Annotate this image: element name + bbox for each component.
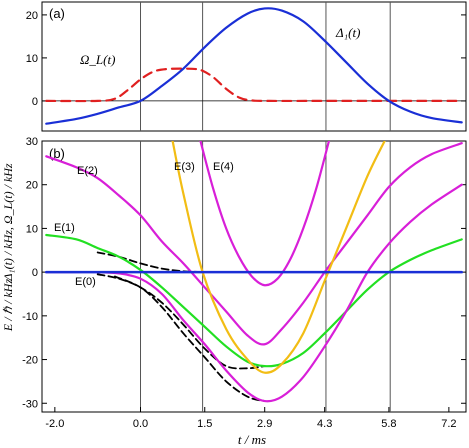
- x-axis-label: t / ms: [238, 432, 266, 447]
- label-e4: E(4): [213, 161, 234, 173]
- panel-b-y-axis-label: E / ℏ / kHz: [1, 279, 15, 333]
- panel-a-series: [45, 7, 463, 125]
- label-e0: E(0): [75, 276, 96, 288]
- y-tick-label-1: 10: [26, 53, 38, 65]
- series-dashed-lower: [96, 273, 266, 370]
- series--t-: [45, 7, 463, 125]
- panel-a-y-ticks: 0 10 20: [26, 10, 466, 108]
- y-tick-label-2: 20: [26, 10, 38, 22]
- panel-a-vlines: [140, 2, 391, 131]
- series--l-t-: [45, 67, 463, 103]
- x-tick-label-4: 4.3: [317, 418, 332, 430]
- x-tick-label-3: 2.9: [257, 418, 272, 430]
- panel-a-frame: [41, 1, 467, 132]
- series-e-3-: [171, 141, 386, 374]
- series-e-4-: [199, 141, 331, 287]
- label-e2: E(2): [77, 165, 98, 177]
- y-tick-label-3: 0: [32, 267, 38, 279]
- panel-b-label: (b): [49, 146, 65, 161]
- label-e1: E(1): [54, 222, 75, 234]
- y-tick-label-1: -20: [22, 355, 38, 367]
- label-e3: E(3): [174, 161, 195, 173]
- y-tick-label-5: 20: [26, 180, 38, 192]
- panel-b-vlines: [140, 141, 391, 412]
- y-tick-label-0: 0: [32, 96, 38, 108]
- panel-b-x-ticks: -2.0 0.0 1.5 2.9 4.3 5.8 7.2: [45, 407, 457, 430]
- series-dashed-lowest: [113, 275, 266, 402]
- series-group: [45, 7, 463, 125]
- panel-a-y-axis-label: Δ₁(t) / kHz, Ω_L(t) / kHz: [1, 163, 15, 282]
- panel-a-label: (a): [49, 6, 65, 21]
- omega-annotation: Ω_L(t): [80, 52, 115, 67]
- panel-b-y-ticks: -30 -20 -10 0 10 20 30: [22, 136, 466, 410]
- x-tick-label-0: -2.0: [45, 418, 64, 430]
- series-e-5-: [45, 183, 463, 403]
- x-tick-label-1: 0.0: [133, 418, 148, 430]
- x-tick-label-2: 1.5: [197, 418, 212, 430]
- x-tick-label-6: 7.2: [441, 418, 456, 430]
- series-e-2-: [45, 142, 463, 346]
- series-group: [44, 141, 464, 403]
- panel-b-frame: [41, 140, 467, 413]
- y-tick-label-2: -10: [22, 311, 38, 323]
- x-tick-label-5: 5.8: [381, 418, 396, 430]
- panel-b-series: [44, 141, 464, 403]
- delta-annotation: Δ₁(t): [335, 25, 360, 40]
- y-tick-label-4: 10: [26, 223, 38, 235]
- panel-a: (a) 0 10 20 Ω_L(t) Δ₁(t): [26, 1, 467, 132]
- y-tick-label-6: 30: [26, 136, 38, 148]
- panel-b: (b) -30 -20 -10 0 10 20 30 -2.0 0.0 1.5 2.9 4.3 5.8…: [22, 136, 467, 430]
- y-tick-label-0: -30: [22, 398, 38, 410]
